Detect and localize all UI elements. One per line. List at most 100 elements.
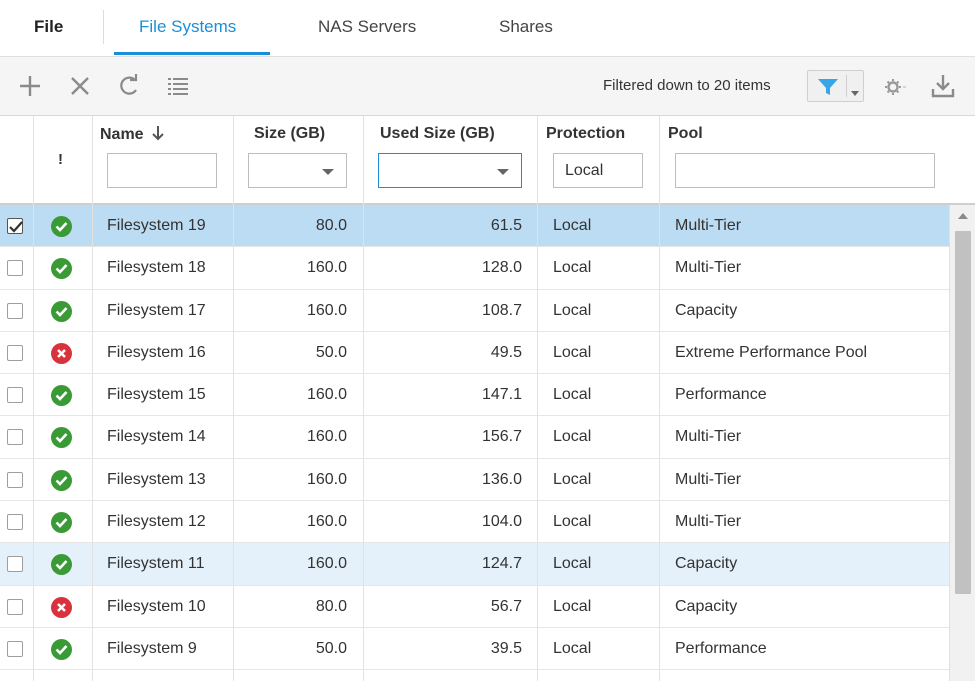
row-checkbox[interactable]	[7, 598, 23, 615]
used-size-cell: 128.0	[481, 259, 522, 277]
top-nav: File File Systems NAS Servers Shares	[0, 0, 975, 57]
table-row[interactable]: Filesystem 17 160.0 108.7 Local Capacity	[0, 290, 949, 332]
row-checkbox[interactable]	[7, 514, 23, 531]
name-column-header[interactable]: Name	[100, 125, 164, 146]
row-checkbox[interactable]	[7, 429, 23, 446]
pool-filter-input[interactable]	[675, 153, 935, 188]
size-column-header[interactable]: Size (GB)	[254, 125, 326, 142]
protection-filter-input[interactable]	[553, 153, 643, 188]
tab-shares[interactable]: Shares	[499, 17, 553, 36]
column-divider[interactable]	[659, 116, 660, 681]
row-checkbox[interactable]	[7, 302, 23, 319]
used-size-cell: 61.5	[490, 217, 522, 234]
size-cell: 160.0	[306, 555, 347, 573]
refresh-icon[interactable]	[115, 72, 143, 100]
filter-dropdown-button[interactable]	[807, 70, 864, 102]
used-size-cell: 56.7	[490, 597, 522, 615]
pool-cell: Multi-Tier	[675, 217, 742, 234]
export-icon[interactable]	[929, 72, 957, 100]
protection-column-header[interactable]: Protection	[546, 125, 626, 142]
used-size-cell: 49.5	[490, 343, 522, 361]
status-error-icon	[51, 596, 72, 618]
vertical-scrollbar[interactable]	[949, 205, 975, 681]
row-checkbox[interactable]	[7, 260, 23, 277]
column-divider[interactable]	[33, 116, 34, 681]
name-cell: Filesystem 17	[107, 301, 206, 319]
protection-cell: Local	[553, 259, 592, 277]
size-cell: 160.0	[306, 259, 347, 277]
grid-body: Filesystem 19 80.0 61.5 Local Multi-Tier…	[0, 205, 949, 671]
tab-file-systems[interactable]: File Systems	[139, 17, 237, 36]
name-cell: Filesystem 19	[107, 217, 206, 234]
protection-cell: Local	[553, 639, 592, 657]
row-checkbox[interactable]	[7, 387, 23, 404]
status-ok-icon	[51, 469, 72, 491]
row-checkbox[interactable]	[7, 556, 23, 573]
column-divider[interactable]	[92, 116, 93, 681]
size-cell: 160.0	[306, 470, 347, 488]
name-cell: Filesystem 14	[107, 428, 206, 446]
delete-icon[interactable]	[66, 72, 94, 100]
pool-cell: Capacity	[675, 301, 738, 319]
size-cell: 160.0	[306, 301, 347, 319]
status-ok-icon	[51, 300, 72, 322]
toolbar: Filtered down to 20 items	[0, 57, 975, 116]
column-divider[interactable]	[233, 116, 234, 681]
used-size-cell: 156.7	[481, 428, 522, 446]
scroll-up-arrow-icon[interactable]	[958, 213, 968, 219]
used-size-cell: 104.0	[481, 513, 522, 531]
column-divider[interactable]	[363, 116, 364, 681]
status-ok-icon	[51, 258, 72, 280]
table-row[interactable]: Filesystem 15 160.0 147.1 Local Performa…	[0, 374, 949, 417]
used-size-column-header[interactable]: Used Size (GB)	[380, 125, 495, 142]
row-checkbox[interactable]	[7, 640, 23, 657]
size-cell: 50.0	[315, 639, 347, 657]
pool-column-header[interactable]: Pool	[668, 125, 703, 142]
name-filter-input[interactable]	[107, 153, 217, 188]
grid-header: ! Name Size (GB) Used Size (GB) Protecti…	[0, 116, 975, 205]
filter-status-text: Filtered down to 20 items	[603, 77, 771, 94]
table-row[interactable]: Filesystem 12 160.0 104.0 Local Multi-Ti…	[0, 501, 949, 544]
filter-icon	[817, 77, 839, 102]
name-column-label: Name	[100, 126, 144, 143]
protection-cell: Local	[553, 513, 592, 531]
table-row[interactable]: Filesystem 14 160.0 156.7 Local Multi-Ti…	[0, 416, 949, 459]
protection-cell: Local	[553, 343, 592, 361]
details-icon[interactable]	[164, 72, 192, 100]
row-checkbox[interactable]	[7, 344, 23, 361]
status-ok-icon	[51, 427, 72, 449]
table-row[interactable]: Filesystem 16 50.0 49.5 Local Extreme Pe…	[0, 332, 949, 375]
size-cell: 50.0	[315, 343, 347, 361]
protection-cell: Local	[553, 217, 592, 234]
table-row[interactable]: Filesystem 11 160.0 124.7 Local Capacity	[0, 543, 949, 586]
size-filter-select[interactable]	[248, 153, 347, 188]
table-row[interactable]: Filesystem 18 160.0 128.0 Local Multi-Ti…	[0, 247, 949, 290]
sort-descending-icon	[152, 125, 164, 146]
row-checkbox[interactable]	[7, 471, 23, 488]
pool-cell: Multi-Tier	[675, 513, 742, 531]
status-ok-icon	[51, 512, 72, 534]
name-cell: Filesystem 11	[107, 555, 205, 573]
status-column-header[interactable]: !	[58, 151, 63, 168]
pool-cell: Extreme Performance Pool	[675, 343, 868, 361]
name-cell: Filesystem 9	[107, 639, 197, 657]
column-divider[interactable]	[537, 116, 538, 681]
size-cell: 80.0	[315, 217, 347, 234]
table-row[interactable]: Filesystem 9 50.0 39.5 Local Performance	[0, 628, 949, 671]
file-systems-grid: ! Name Size (GB) Used Size (GB) Protecti…	[0, 116, 975, 681]
name-cell: Filesystem 15	[107, 386, 206, 404]
row-checkbox[interactable]	[7, 218, 23, 234]
scroll-thumb[interactable]	[955, 231, 971, 594]
status-ok-icon	[51, 385, 72, 407]
used-size-filter-select[interactable]	[378, 153, 522, 188]
table-row[interactable]: Filesystem 13 160.0 136.0 Local Multi-Ti…	[0, 459, 949, 502]
table-row[interactable]: Filesystem 19 80.0 61.5 Local Multi-Tier	[0, 205, 949, 248]
section-title: File	[34, 17, 64, 36]
active-tab-indicator	[114, 52, 270, 55]
add-icon[interactable]	[16, 72, 44, 100]
tab-nas-servers[interactable]: NAS Servers	[318, 17, 417, 36]
gear-icon[interactable]	[880, 73, 908, 101]
table-row[interactable]: Filesystem 10 80.0 56.7 Local Capacity	[0, 586, 949, 628]
name-cell: Filesystem 10	[107, 597, 206, 615]
name-cell: Filesystem 16	[107, 343, 206, 361]
